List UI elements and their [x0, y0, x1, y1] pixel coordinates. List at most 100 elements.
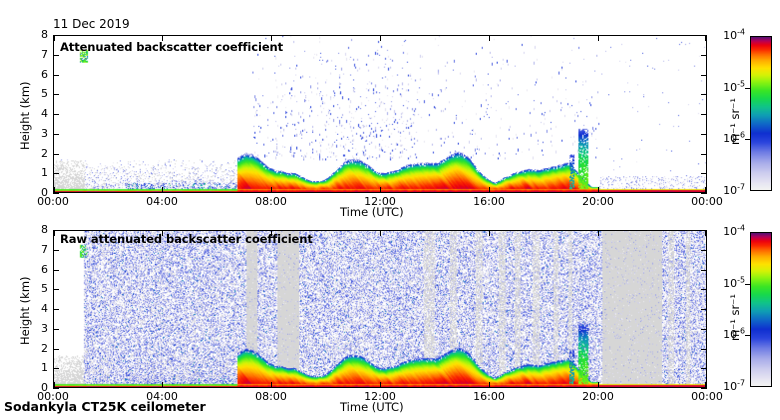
x-tick-label-1-4: 16:00	[473, 390, 505, 403]
x-tick-label-1-6: 00:00	[691, 390, 723, 403]
x-tick-1-1	[162, 382, 164, 388]
y-tick-right-0-6	[701, 75, 707, 77]
x-tick-top-0-0	[54, 35, 56, 41]
x-tick-top-1-6	[705, 230, 707, 236]
panel-title-raw: Raw attenuated backscatter coefficient	[60, 232, 313, 246]
x-tick-top-1-0	[54, 230, 56, 236]
y-tick-right-0-1	[701, 173, 707, 175]
x-tick-0-0	[54, 187, 56, 193]
plot-area-raw-attenuated[interactable]	[53, 230, 707, 388]
y-tick-label-0-0: 0	[41, 186, 48, 199]
y-tick-0-0	[53, 193, 59, 195]
colorbar-tick-label-0-3: 10-7	[723, 182, 745, 197]
heatmap-canvas-attenuated	[54, 36, 706, 192]
x-axis-label-attenuated: Time (UTC)	[340, 205, 404, 219]
colorbar-tick-0-1	[745, 88, 750, 90]
colorbar-tick-label-0-0: 10-4	[723, 27, 745, 42]
y-tick-right-0-4	[701, 114, 707, 116]
date-label: 11 Dec 2019	[53, 17, 130, 31]
x-tick-0-5	[598, 187, 600, 193]
colorbar-tick-label-1-0: 10-4	[723, 223, 745, 238]
x-tick-label-0-4: 16:00	[473, 195, 505, 208]
y-tick-label-0-6: 6	[41, 68, 48, 81]
y-tick-1-6	[53, 270, 59, 272]
y-tick-1-5	[53, 289, 59, 291]
y-tick-1-3	[53, 329, 59, 331]
colorbar-tick-0-2	[745, 139, 750, 141]
y-tick-right-1-3	[701, 329, 707, 331]
y-tick-right-0-8	[701, 35, 707, 37]
x-axis-label-raw: Time (UTC)	[340, 400, 404, 414]
y-tick-0-7	[53, 55, 59, 57]
y-tick-1-8	[53, 230, 59, 232]
x-tick-top-1-5	[598, 230, 600, 236]
x-tick-top-1-2	[271, 230, 273, 236]
y-tick-label-1-3: 3	[41, 322, 48, 335]
x-tick-label-0-3: 12:00	[364, 195, 396, 208]
colorbar-tick-1-1	[745, 284, 750, 286]
y-tick-0-1	[53, 173, 59, 175]
y-tick-right-0-0	[701, 193, 707, 195]
y-tick-right-1-5	[701, 289, 707, 291]
x-tick-label-1-2: 08:00	[255, 390, 287, 403]
x-tick-1-6	[705, 382, 707, 388]
y-tick-0-4	[53, 114, 59, 116]
y-tick-0-6	[53, 75, 59, 77]
x-tick-0-3	[380, 187, 382, 193]
y-tick-label-0-7: 7	[41, 48, 48, 61]
x-tick-top-0-5	[598, 35, 600, 41]
y-tick-label-1-7: 7	[41, 243, 48, 256]
y-tick-label-0-4: 4	[41, 107, 48, 120]
x-tick-1-3	[380, 382, 382, 388]
x-tick-1-0	[54, 382, 56, 388]
x-tick-0-1	[162, 187, 164, 193]
y-tick-label-1-1: 1	[41, 361, 48, 374]
x-tick-label-1-1: 04:00	[146, 390, 178, 403]
plot-area-attenuated-backscatter[interactable]	[53, 35, 707, 193]
y-tick-1-0	[53, 388, 59, 390]
y-tick-1-7	[53, 250, 59, 252]
y-tick-right-0-2	[701, 154, 707, 156]
y-tick-0-2	[53, 154, 59, 156]
y-tick-label-1-8: 8	[41, 223, 48, 236]
x-tick-top-0-1	[162, 35, 164, 41]
x-tick-label-0-6: 00:00	[691, 195, 723, 208]
y-tick-label-0-5: 5	[41, 87, 48, 100]
x-tick-0-4	[489, 187, 491, 193]
colorbar-raw	[750, 232, 772, 387]
x-tick-1-5	[598, 382, 600, 388]
y-tick-right-0-3	[701, 134, 707, 136]
colorbar-tick-label-1-3: 10-7	[723, 378, 745, 393]
y-tick-right-1-2	[701, 349, 707, 351]
colorbar-tick-1-2	[745, 335, 750, 337]
x-tick-label-1-0: 00:00	[37, 390, 69, 403]
y-tick-right-1-1	[701, 368, 707, 370]
y-tick-label-1-0: 0	[41, 381, 48, 394]
x-tick-top-1-4	[489, 230, 491, 236]
x-tick-0-6	[705, 187, 707, 193]
y-tick-label-0-1: 1	[41, 166, 48, 179]
y-tick-right-1-8	[701, 230, 707, 232]
x-tick-label-0-1: 04:00	[146, 195, 178, 208]
y-tick-1-4	[53, 309, 59, 311]
figure-caption: Sodankyla CT25K ceilometer	[4, 399, 206, 414]
y-tick-1-1	[53, 368, 59, 370]
y-tick-0-5	[53, 94, 59, 96]
x-tick-top-0-6	[705, 35, 707, 41]
x-tick-1-4	[489, 382, 491, 388]
y-tick-right-1-0	[701, 388, 707, 390]
y-tick-label-1-2: 2	[41, 342, 48, 355]
colorbar-tick-label-1-1: 10-5	[723, 275, 745, 290]
y-tick-right-1-4	[701, 309, 707, 311]
y-tick-right-1-6	[701, 270, 707, 272]
y-tick-0-3	[53, 134, 59, 136]
x-tick-label-1-5: 20:00	[582, 390, 614, 403]
y-tick-label-1-4: 4	[41, 302, 48, 315]
x-tick-label-1-3: 12:00	[364, 390, 396, 403]
x-tick-top-1-1	[162, 230, 164, 236]
y-tick-0-8	[53, 35, 59, 37]
x-tick-top-1-3	[380, 230, 382, 236]
y-tick-label-1-5: 5	[41, 282, 48, 295]
x-tick-top-0-2	[271, 35, 273, 41]
